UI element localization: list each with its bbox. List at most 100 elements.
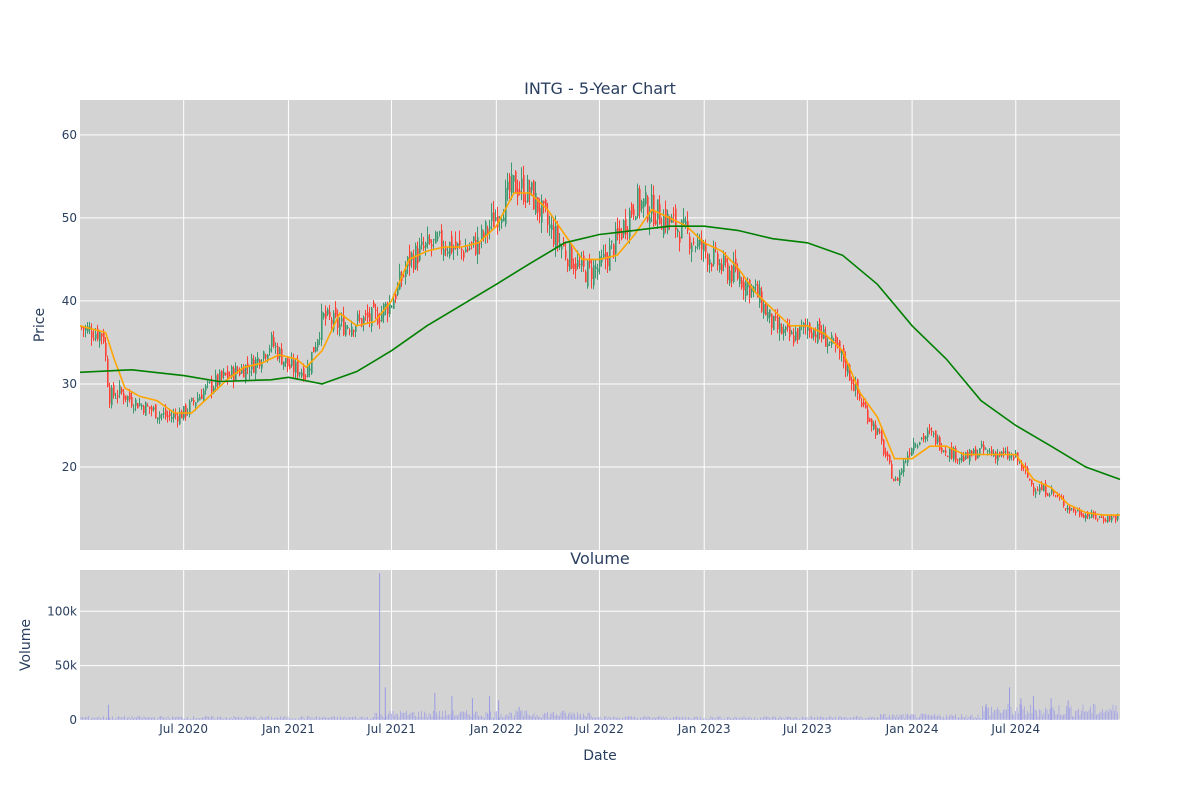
candle-body xyxy=(765,304,767,316)
candle-body xyxy=(513,175,515,182)
candle-body xyxy=(337,314,339,328)
candle-body xyxy=(771,313,773,329)
candle-body xyxy=(115,397,117,399)
candle-body xyxy=(931,431,933,433)
candle-body xyxy=(643,198,645,208)
candle-body xyxy=(1095,513,1097,519)
candle-body xyxy=(421,241,423,246)
candle-body xyxy=(525,200,527,202)
candle-body xyxy=(677,229,679,233)
candle-body xyxy=(833,339,835,341)
candle-body xyxy=(963,456,965,462)
candle-body xyxy=(1055,495,1057,497)
candle-body xyxy=(667,213,669,231)
volume-plot-area[interactable] xyxy=(80,570,1120,720)
candle-body xyxy=(989,451,991,453)
candle-body xyxy=(875,424,877,436)
candle-body xyxy=(351,326,353,336)
candle-body xyxy=(947,455,949,457)
candle-body xyxy=(185,404,187,417)
candle-body xyxy=(101,333,103,337)
candle-body xyxy=(169,413,171,416)
candle-body xyxy=(837,342,839,346)
candle-body xyxy=(613,244,615,256)
candle-body xyxy=(143,406,145,413)
candle-body xyxy=(563,243,565,247)
candle-body xyxy=(583,255,585,267)
candle-body xyxy=(761,291,763,312)
candle-body xyxy=(585,271,587,282)
candle-body xyxy=(159,414,161,419)
x-axis-label: Date xyxy=(583,748,616,764)
candle-body xyxy=(371,307,373,327)
price-y-tick-labels: 20 30 40 50 60 xyxy=(62,128,77,474)
candle-body xyxy=(595,266,597,270)
price-y-axis-label: Price xyxy=(32,308,48,342)
candle-body xyxy=(735,258,737,270)
candle-body xyxy=(1009,455,1011,459)
candle-body xyxy=(1075,511,1077,513)
candle-body xyxy=(799,325,801,338)
candle-body xyxy=(509,176,511,192)
candle-body xyxy=(149,406,151,410)
candle-body xyxy=(523,174,525,203)
candle-body xyxy=(291,359,293,367)
candle-body xyxy=(181,411,183,419)
candle-body xyxy=(453,247,455,250)
candle-body xyxy=(489,226,491,229)
candle-body xyxy=(1039,487,1041,493)
candle-body xyxy=(983,445,985,451)
candle-body xyxy=(255,359,257,374)
candle-body xyxy=(299,372,301,375)
candle-body xyxy=(693,242,695,244)
candle-body xyxy=(581,258,583,267)
candle-body xyxy=(217,374,219,386)
candle-body xyxy=(897,477,899,481)
candle-body xyxy=(1047,493,1049,496)
candle-body xyxy=(367,312,369,318)
candle-body xyxy=(97,328,99,340)
candle-body xyxy=(303,368,305,380)
candle-body xyxy=(609,245,611,271)
candle-body xyxy=(121,389,123,393)
candle-body xyxy=(223,372,225,376)
candle-body xyxy=(111,387,113,406)
candle-body xyxy=(713,248,715,265)
candle-body xyxy=(357,314,359,321)
candle-body xyxy=(171,416,173,420)
candle-body xyxy=(257,357,259,363)
candle-body xyxy=(1011,455,1013,457)
candle-body xyxy=(471,242,473,244)
candle-body xyxy=(565,250,567,258)
candle-body xyxy=(979,448,981,456)
price-chart-title: INTG - 5-Year Chart xyxy=(524,79,676,98)
candle-body xyxy=(925,436,927,440)
candle-body xyxy=(1067,507,1069,510)
candle-body xyxy=(295,362,297,373)
candle-body xyxy=(633,209,635,216)
candle-body xyxy=(173,413,175,418)
candle-body xyxy=(497,215,499,228)
candle-body xyxy=(313,346,315,353)
candle-body xyxy=(881,431,883,441)
price-plot-area[interactable] xyxy=(80,100,1120,550)
candle-body xyxy=(1081,513,1083,517)
candle-body xyxy=(919,442,921,445)
candle-body xyxy=(985,448,987,450)
candle-body xyxy=(709,259,711,265)
candle-body xyxy=(1079,509,1081,516)
candle-body xyxy=(941,447,943,452)
x-tick-label: Jul 2023 xyxy=(782,722,832,736)
candle-body xyxy=(661,228,663,230)
candle-body xyxy=(389,302,391,314)
candle-body xyxy=(599,255,601,268)
candle-body xyxy=(261,362,263,369)
candle-body xyxy=(1099,516,1101,518)
candle-body xyxy=(1005,451,1007,453)
candle-body xyxy=(743,282,745,291)
candle-body xyxy=(459,240,461,246)
candle-body xyxy=(207,381,209,383)
candle-body xyxy=(139,403,141,406)
candle-body xyxy=(147,405,149,407)
candle-body xyxy=(189,401,191,415)
